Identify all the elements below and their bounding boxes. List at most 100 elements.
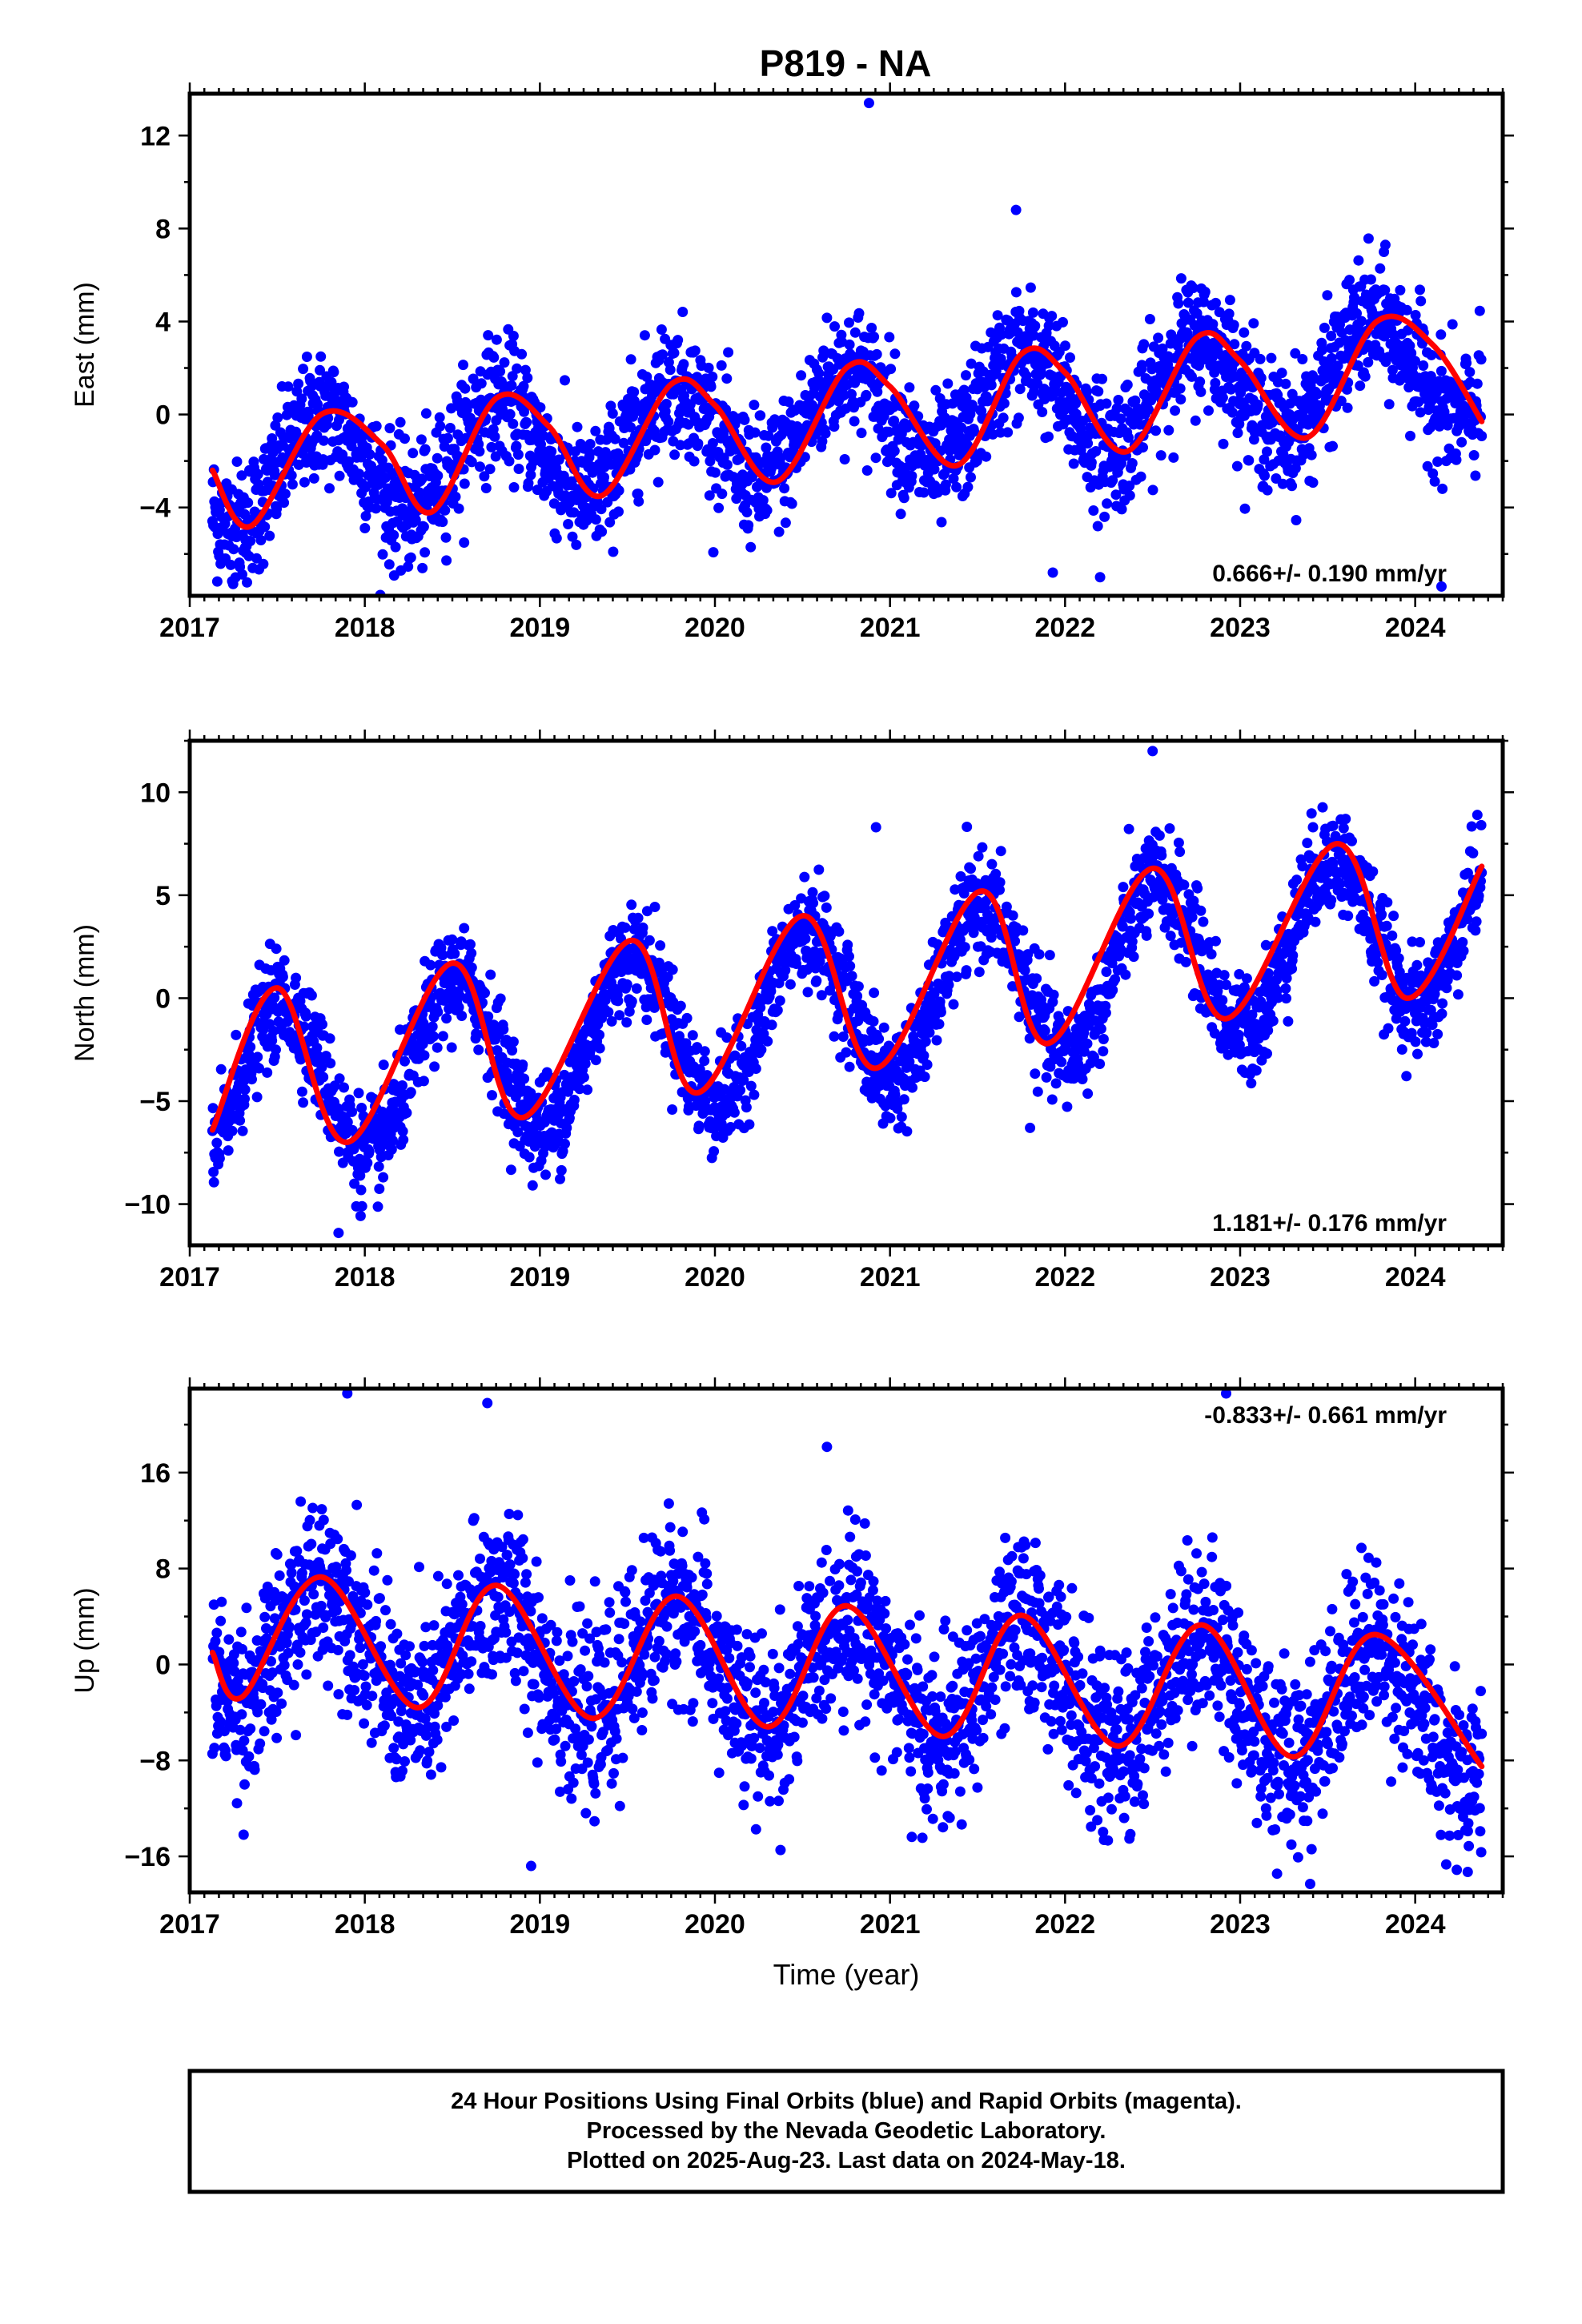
data-point <box>689 345 701 356</box>
data-point <box>1050 1078 1062 1089</box>
data-point <box>895 509 906 520</box>
y-tick-label: 12 <box>140 121 171 151</box>
data-point <box>315 364 325 376</box>
data-point <box>584 448 596 459</box>
data-point <box>259 521 271 533</box>
data-point <box>951 481 962 493</box>
data-point <box>446 1042 457 1053</box>
data-point <box>816 990 827 1001</box>
data-point <box>662 971 673 983</box>
data-point <box>772 1005 783 1015</box>
data-point <box>1031 973 1042 984</box>
data-point <box>918 487 930 498</box>
data-point <box>231 456 243 467</box>
data-point <box>1143 404 1154 416</box>
data-point <box>948 999 959 1010</box>
data-point <box>298 364 309 375</box>
data-point <box>298 1097 309 1108</box>
data-point <box>1163 424 1174 436</box>
data-point <box>1287 480 1298 492</box>
data-point <box>919 1072 930 1083</box>
data-point <box>347 1106 358 1117</box>
data-point <box>1283 1015 1294 1027</box>
data-point <box>920 1036 931 1047</box>
data-point <box>456 1011 468 1021</box>
data-point <box>1126 458 1138 468</box>
data-point <box>853 981 864 992</box>
data-point <box>377 549 388 560</box>
data-point <box>1199 296 1209 308</box>
data-point <box>1272 992 1283 1003</box>
data-point <box>325 1058 336 1069</box>
data-point <box>929 464 940 475</box>
data-point <box>1155 450 1166 461</box>
data-point <box>1306 449 1317 460</box>
data-point <box>998 398 1010 409</box>
data-point <box>279 955 290 966</box>
data-point <box>767 926 778 937</box>
data-point <box>1437 483 1448 494</box>
data-point <box>1180 956 1191 967</box>
data-point <box>271 943 282 955</box>
data-point <box>808 898 819 909</box>
data-point <box>821 312 833 324</box>
data-point <box>468 373 479 384</box>
data-point <box>833 926 845 937</box>
data-point <box>1297 354 1308 364</box>
data-point <box>621 979 632 990</box>
data-point <box>738 1075 749 1086</box>
data-point <box>852 991 863 1002</box>
data-point <box>1062 1101 1073 1112</box>
data-point <box>460 383 471 394</box>
data-point <box>245 1041 256 1052</box>
data-point <box>846 971 857 982</box>
data-point <box>347 396 358 408</box>
data-point <box>721 373 733 384</box>
east-panel: 2017 2018 2019 2020 2021 2022 2023 2024−404812E… <box>70 82 1514 643</box>
data-point <box>621 1017 632 1028</box>
data-point <box>924 1027 935 1038</box>
data-point <box>378 1059 389 1071</box>
data-point <box>780 965 791 976</box>
data-point <box>373 1161 384 1172</box>
data-point <box>371 420 382 432</box>
data-point <box>1128 951 1139 963</box>
data-point <box>371 503 382 514</box>
data-point <box>1107 984 1118 995</box>
data-point <box>1037 407 1048 417</box>
data-point <box>508 482 520 493</box>
data-point <box>1111 403 1122 414</box>
data-point <box>519 406 530 417</box>
data-point <box>300 1011 311 1022</box>
data-point <box>1170 405 1181 416</box>
data-point <box>884 332 895 343</box>
data-point <box>1401 304 1412 316</box>
data-point <box>844 317 854 328</box>
data-point <box>1019 965 1030 976</box>
data-point <box>944 971 955 982</box>
data-point <box>1173 837 1184 848</box>
data-point <box>845 960 856 971</box>
data-point <box>820 428 831 439</box>
data-point <box>606 1015 617 1027</box>
data-point <box>551 533 562 544</box>
data-point <box>934 1019 945 1030</box>
data-point <box>441 1013 452 1024</box>
data-point <box>837 1031 849 1042</box>
data-point <box>480 483 492 493</box>
data-point <box>981 451 992 462</box>
data-point <box>299 476 310 488</box>
data-point <box>553 454 564 465</box>
data-point <box>1464 367 1476 378</box>
data-point <box>974 967 985 978</box>
data-point <box>594 1043 605 1054</box>
data-point <box>898 1094 909 1105</box>
data-point <box>889 416 900 426</box>
data-point <box>483 330 494 341</box>
data-point <box>813 368 825 379</box>
data-point <box>427 1021 438 1032</box>
data-point <box>844 951 854 962</box>
data-point <box>935 1007 946 1018</box>
data-point <box>242 577 252 588</box>
